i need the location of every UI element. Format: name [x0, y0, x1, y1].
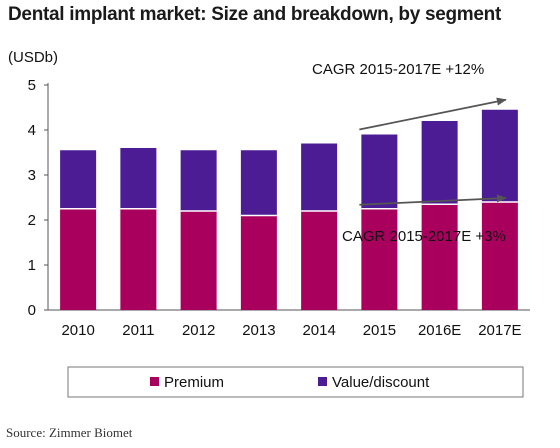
bar-value-discount [180, 150, 217, 211]
y-tick-label: 4 [28, 122, 36, 139]
legend: Premium Value/discount [67, 366, 524, 398]
bar-value-discount [421, 121, 458, 205]
x-tick-label: 2013 [242, 322, 275, 339]
bar-value-discount [361, 134, 398, 209]
cagr-arrow-upper [359, 97, 507, 131]
bar-premium [240, 215, 277, 310]
chart-title: Dental implant market: Size and breakdow… [8, 4, 502, 25]
x-tick-label: 2014 [302, 322, 335, 339]
x-tick-label: 2015 [363, 322, 396, 339]
x-tick-label: 2017E [478, 322, 521, 339]
legend-box [67, 366, 524, 398]
bar-premium [481, 202, 518, 310]
y-tick-label: 0 [28, 302, 36, 319]
x-tick-label: 2012 [182, 322, 215, 339]
cagr-arrow-lower [359, 194, 507, 206]
y-tick-label: 1 [28, 257, 36, 274]
x-tick-labels: 2010 2011 2012 2013 2014 2015 2016E 2017E [61, 322, 521, 339]
bar-premium [180, 211, 217, 310]
bar-premium [301, 211, 338, 310]
x-tick-label: 2010 [61, 322, 94, 339]
annotations: CAGR 2015-2017E +12% CAGR 2015-2017E +3% [312, 61, 507, 245]
bar-value-discount [60, 150, 97, 209]
y-tick-labels: 0 1 2 3 4 5 [28, 77, 48, 319]
bar-value-discount [120, 148, 157, 209]
bars [60, 109, 518, 310]
x-tick-label: 2016E [418, 322, 461, 339]
y-tick-label: 5 [28, 77, 36, 94]
legend-label: Value/discount [332, 374, 430, 391]
legend-swatch [318, 377, 327, 386]
bar-value-discount [301, 143, 338, 211]
legend-label: Premium [164, 374, 224, 391]
axes [47, 83, 530, 311]
y-tick-label: 2 [28, 212, 36, 229]
legend-swatch [150, 377, 159, 386]
source-note: Source: Zimmer Biomet [6, 425, 133, 440]
cagr-annotation-upper: CAGR 2015-2017E +12% [312, 61, 484, 78]
x-tick-label: 2011 [122, 322, 154, 339]
cagr-annotation-lower: CAGR 2015-2017E +3% [342, 228, 506, 245]
y-tick-label: 3 [28, 167, 36, 184]
bar-value-discount [240, 150, 277, 216]
y-axis-label: (USDb) [8, 49, 58, 66]
bar-value-discount [481, 109, 518, 202]
bar-premium [421, 204, 458, 310]
bar-premium [60, 208, 97, 310]
bar-premium [120, 208, 157, 310]
bar-premium [361, 208, 398, 310]
